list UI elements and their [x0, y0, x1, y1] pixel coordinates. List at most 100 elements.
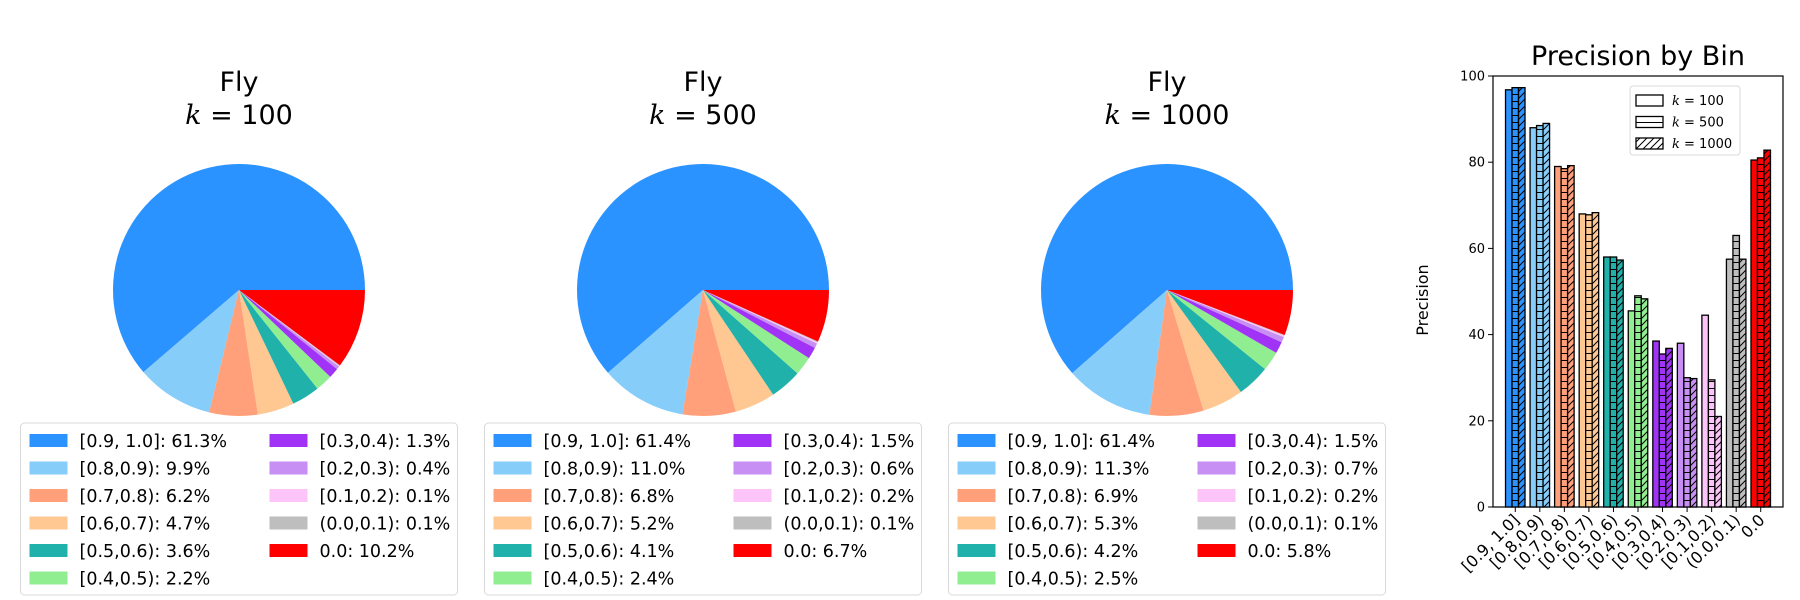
pie-slice: [113, 163, 366, 373]
pie-legend-frame: [484, 422, 922, 596]
legend-label: [0.4,0.5): 2.5%: [1008, 570, 1139, 590]
legend-label: [0.5,0.6): 3.6%: [80, 542, 211, 562]
legend-label: [0.3,0.4): 1.5%: [784, 432, 915, 452]
pie-slice: [209, 290, 258, 417]
bar: [1707, 379, 1716, 508]
pie-slice: [703, 290, 774, 412]
bar: [1535, 124, 1544, 508]
bar: [1725, 258, 1734, 508]
legend-swatch: [957, 516, 996, 530]
pie-slice: [239, 290, 340, 367]
legend-swatch: [493, 489, 532, 502]
pie-slice: [1167, 290, 1266, 393]
legend-label: [0.6,0.7): 5.2%: [544, 515, 675, 535]
bar-chart-panel: Precision by Bin Precision 020406080100[…: [1413, 41, 1784, 576]
pie-legend-frame: [948, 422, 1386, 596]
legend-swatch: [29, 516, 68, 530]
legend-swatch: [733, 434, 772, 447]
legend-label: [0.2,0.3): 0.4%: [320, 460, 451, 480]
legend-label: [0.9, 1.0]: 61.4%: [544, 432, 692, 452]
y-tick-label: 80: [1468, 156, 1485, 171]
legend-swatch: [493, 516, 532, 530]
bar: [1714, 415, 1723, 508]
legend-label: [0.3,0.4): 1.3%: [320, 432, 451, 452]
pie-slice: [703, 290, 815, 359]
legend-swatch: [1197, 544, 1236, 557]
bar: [1756, 157, 1765, 508]
legend-label: [0.8,0.9): 11.3%: [1008, 460, 1150, 480]
legend-swatch: [269, 516, 308, 530]
legend-label: [0.1,0.2): 0.1%: [320, 487, 451, 507]
bar: [1763, 149, 1772, 508]
legend-swatch: [29, 434, 68, 447]
legend-label: [0.6,0.7): 4.7%: [80, 515, 211, 535]
bar-legend-label: k = 500: [1672, 116, 1724, 131]
bar: [1585, 214, 1593, 508]
bar-legend-label: k = 100: [1672, 94, 1724, 109]
bar-legend-swatch: [1635, 137, 1664, 150]
legend-swatch: [957, 544, 996, 557]
bar-legend-swatch: [1635, 94, 1664, 107]
bar: [1750, 159, 1759, 508]
pie-slice: [682, 290, 736, 416]
legend-label: 0.0: 6.7%: [784, 542, 868, 562]
pie-slice: [703, 290, 798, 395]
legend-swatch: [1197, 489, 1236, 502]
pie-slice: [239, 290, 365, 366]
pie-slice: [703, 290, 818, 344]
bar: [1566, 164, 1575, 508]
legend-label: [0.2,0.3): 0.7%: [1248, 460, 1379, 480]
pie-title: Fly: [1147, 67, 1186, 98]
bar: [1603, 256, 1611, 508]
bar-legend: k = 100 k = 500 k = 1000: [1629, 85, 1741, 156]
pie-slice: [607, 290, 703, 415]
legend-swatch: [29, 461, 68, 475]
bar: [1652, 340, 1660, 508]
bar: [1517, 86, 1526, 508]
pie-slice: [239, 290, 340, 366]
legend-swatch: [29, 489, 68, 502]
pie-title: Fly: [219, 67, 258, 98]
bar: [1609, 256, 1618, 508]
pie-slice: [1072, 290, 1167, 415]
pie-legend: [0.9, 1.0]: 61.4% [0.8,0.9): 11.3% [0.7,0.…: [948, 422, 1386, 596]
bar: [1683, 377, 1691, 508]
legend-swatch: [493, 571, 532, 585]
legend-label: [0.2,0.3): 0.6%: [784, 460, 915, 480]
legend-label: [0.1,0.2): 0.2%: [1248, 487, 1379, 507]
legend-swatch: [1197, 434, 1236, 447]
legend-swatch: [733, 516, 772, 530]
legend-label: (0.0,0.1): 0.1%: [784, 515, 915, 535]
legend-label: [0.3,0.4): 1.5%: [1248, 432, 1379, 452]
bar: [1511, 86, 1520, 508]
legend-swatch: [1197, 461, 1236, 475]
legend-swatch: [269, 461, 308, 475]
legend-swatch: [957, 489, 996, 502]
legend-label: (0.0,0.1): 0.1%: [1248, 515, 1379, 535]
y-tick-label: 60: [1468, 242, 1485, 257]
bar: [1553, 165, 1562, 508]
legend-label: [0.5,0.6): 4.2%: [1008, 542, 1139, 562]
pie-legend: [0.9, 1.0]: 61.4% [0.8,0.9): 11.0% [0.7,0.…: [484, 422, 922, 596]
bar: [1732, 234, 1741, 508]
pie-slice: [1167, 290, 1277, 370]
legend-label: [0.9, 1.0]: 61.4%: [1008, 432, 1156, 452]
bar-chart-title: Precision by Bin: [1531, 41, 1745, 72]
pie-legend-frame: [20, 422, 458, 596]
bar-legend-label: k = 1000: [1672, 137, 1732, 152]
bar: [1591, 211, 1600, 508]
pie-slice: [1167, 290, 1285, 336]
legend-swatch: [733, 489, 772, 502]
bar: [1578, 213, 1587, 508]
legend-swatch: [493, 461, 532, 475]
legend-swatch: [29, 571, 68, 585]
pie-slice: [577, 164, 829, 373]
y-tick-label: 40: [1468, 328, 1485, 343]
bar: [1665, 347, 1673, 508]
legend-swatch: [493, 544, 532, 557]
pie-slice: [239, 290, 340, 370]
pie-slice: [239, 290, 294, 415]
